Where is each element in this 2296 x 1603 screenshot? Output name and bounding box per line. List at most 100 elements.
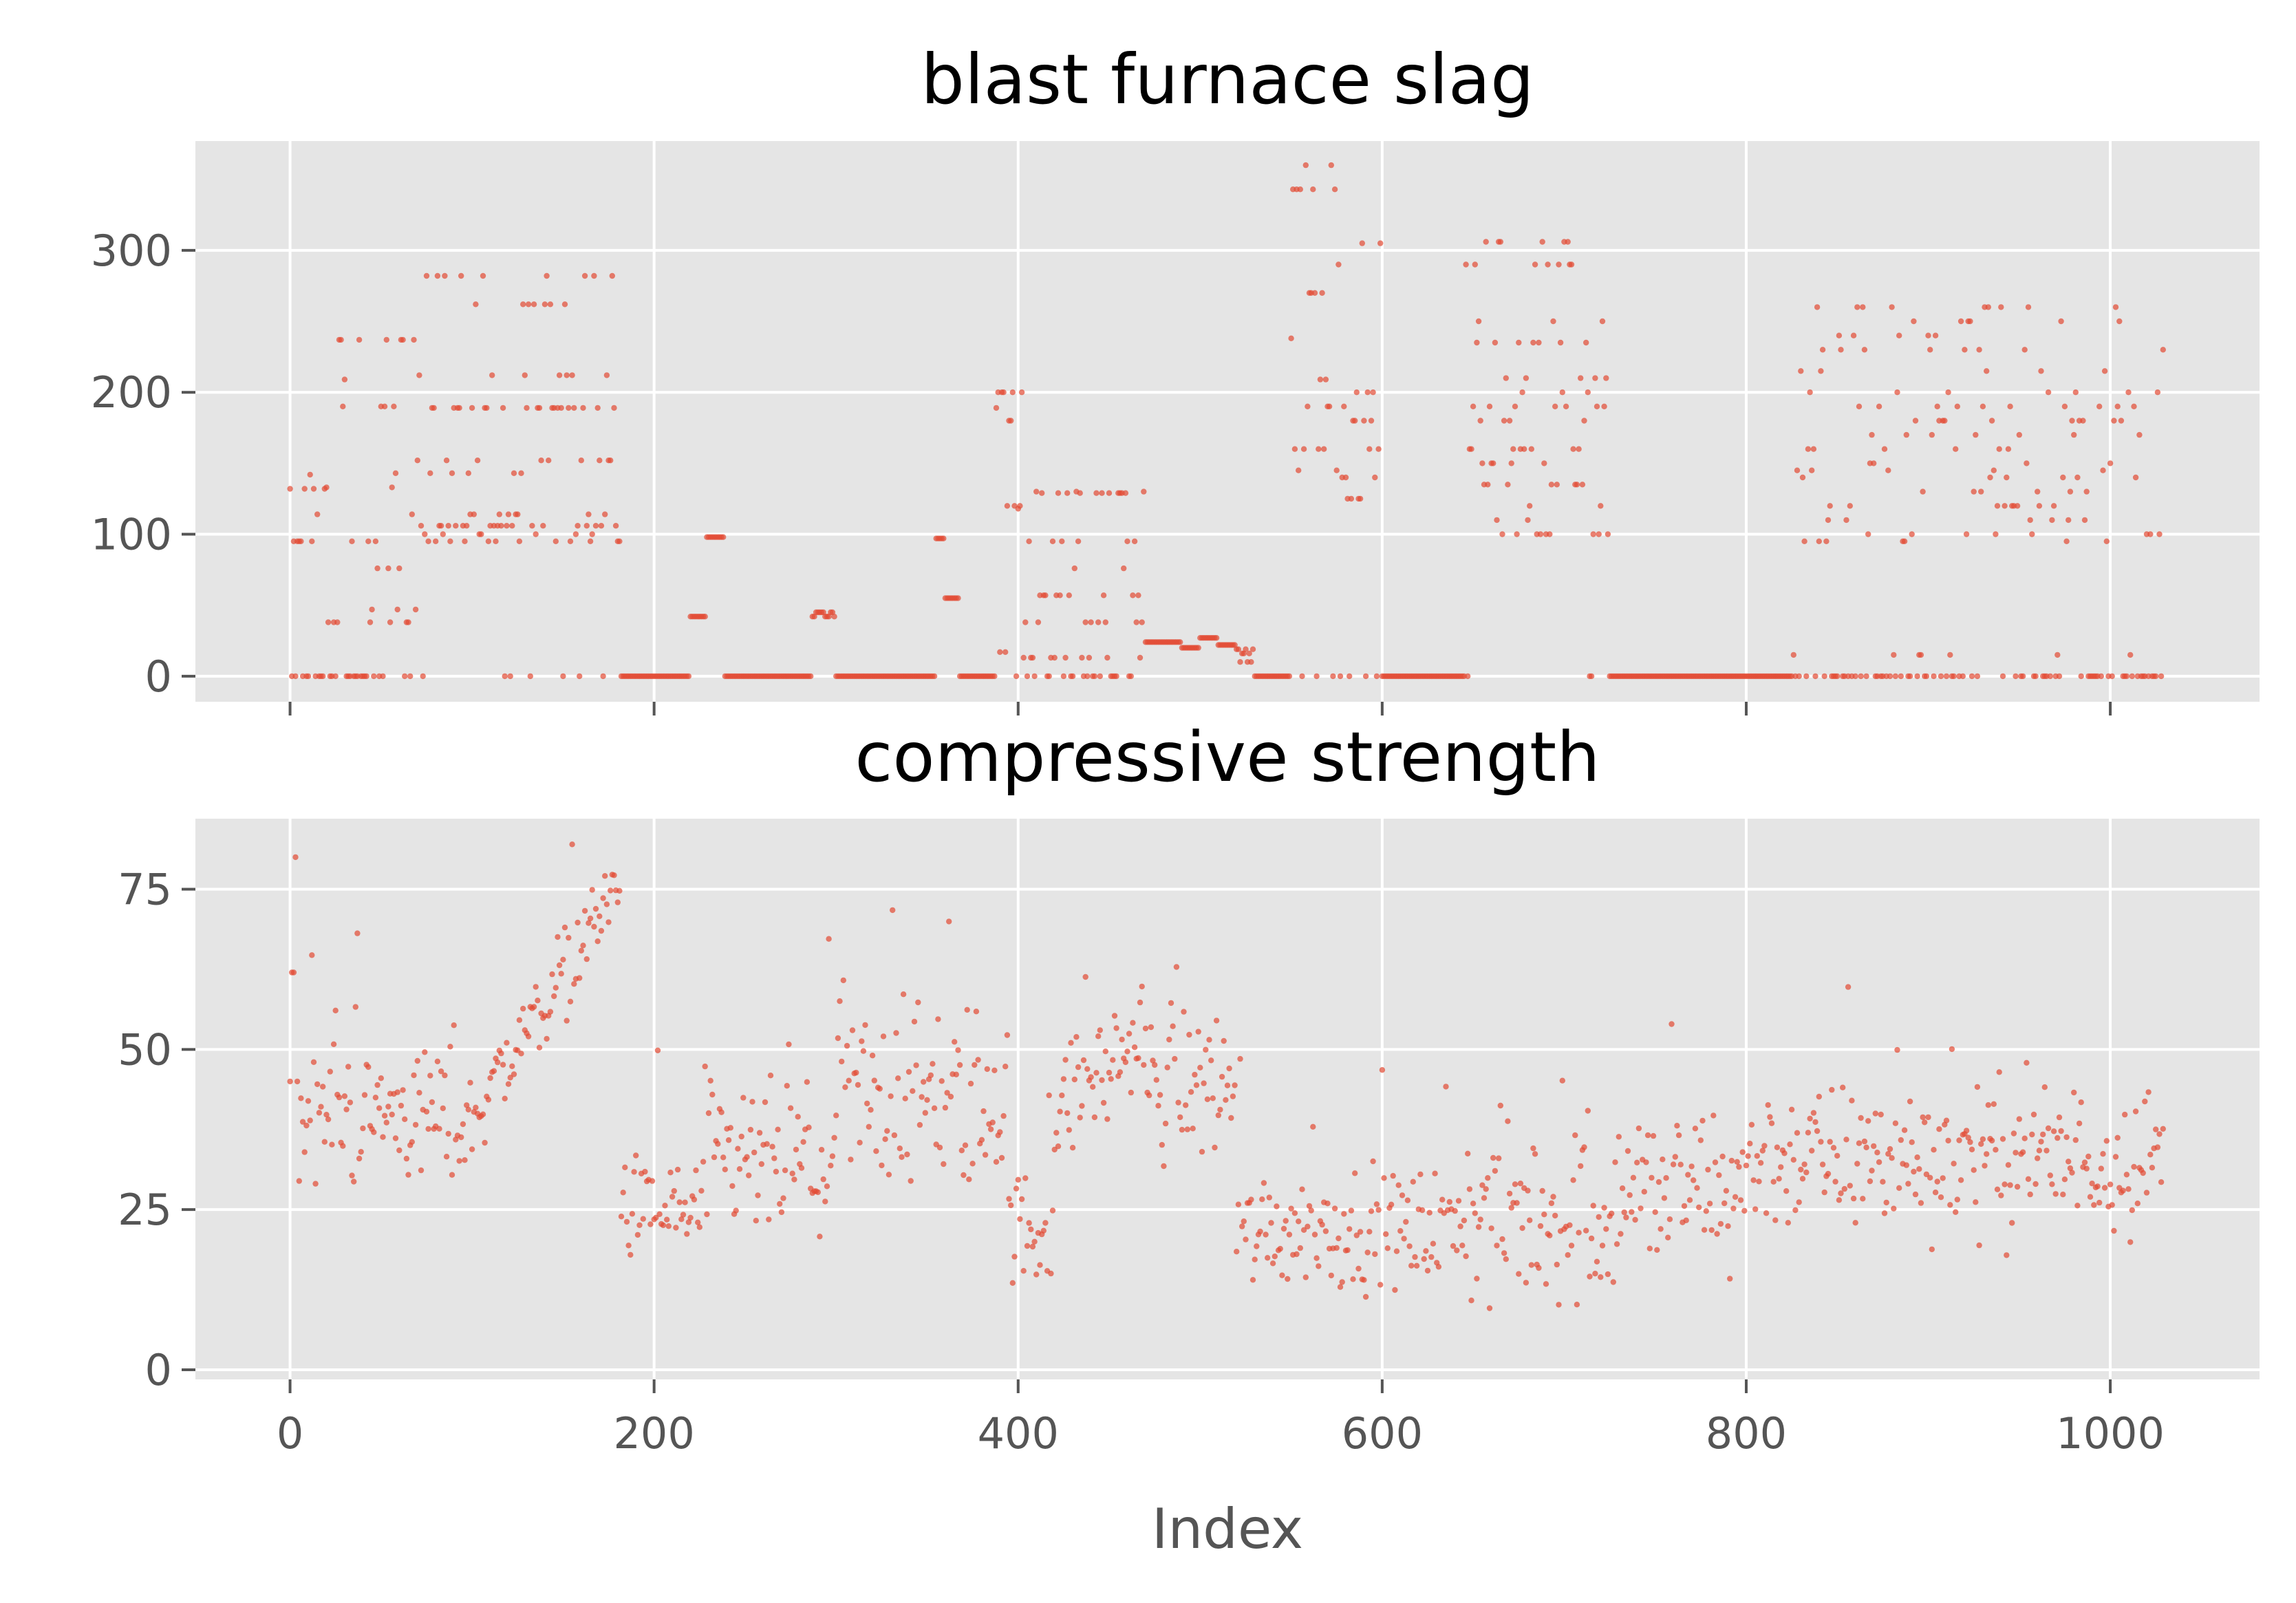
data-point (392, 470, 399, 476)
data-point (2027, 517, 2033, 524)
data-point (1612, 1159, 1618, 1165)
data-point (1957, 318, 1964, 325)
data-point (787, 1105, 794, 1111)
data-point (385, 565, 391, 572)
data-point (2058, 318, 2064, 325)
data-point (1801, 1161, 1807, 1168)
data-point (1616, 1134, 1622, 1140)
data-point (1259, 1196, 1265, 1203)
data-point (1183, 1102, 1189, 1108)
y-tick-label: 100 (91, 510, 172, 560)
data-point (1310, 1123, 1316, 1130)
data-point (720, 1154, 727, 1161)
panel-compressive-strength: 0 25 50 75 0 200 400 600 800 1000 compressive st… (118, 717, 2260, 1561)
data-point (1177, 639, 1183, 645)
data-point (323, 1112, 330, 1118)
data-point (1953, 1209, 1959, 1216)
data-point (372, 538, 379, 544)
data-point (608, 458, 614, 464)
data-point (2029, 1131, 2035, 1138)
data-point (498, 523, 504, 529)
data-point (1479, 460, 1485, 466)
data-point (1093, 1070, 1099, 1076)
data-point (815, 1189, 822, 1196)
data-point (2114, 403, 2121, 409)
data-point (1139, 619, 1145, 625)
x-tick-label: 1000 (2056, 1408, 2165, 1459)
data-point (1388, 1201, 1395, 1208)
data-point (443, 1154, 450, 1160)
data-point (597, 913, 603, 920)
data-point (1794, 467, 1801, 473)
data-point (2158, 1179, 2165, 1185)
data-point (567, 538, 574, 544)
data-point (292, 854, 299, 861)
data-point (371, 673, 377, 680)
data-point (1097, 1027, 1104, 1033)
data-point (735, 1145, 741, 1152)
y-tick-label: 300 (91, 226, 172, 276)
data-point (321, 1139, 328, 1145)
data-point (1381, 1175, 1387, 1181)
data-point (447, 538, 453, 544)
data-point (2058, 1128, 2064, 1134)
data-point (1869, 431, 1875, 438)
data-point (966, 1176, 972, 1183)
data-point (442, 272, 448, 279)
data-point (1135, 1055, 1141, 1062)
data-point (529, 523, 535, 529)
data-point (1860, 1196, 1866, 1202)
data-point (340, 403, 346, 409)
data-point (589, 887, 595, 893)
data-point (458, 272, 464, 279)
data-point (581, 272, 588, 279)
data-point (1296, 1218, 1302, 1225)
data-point (478, 531, 484, 537)
data-point (991, 673, 998, 680)
data-point (1073, 1034, 1080, 1040)
data-point (1461, 1217, 1468, 1224)
data-point (1790, 1156, 1796, 1163)
data-point (793, 1146, 800, 1153)
data-point (1516, 1271, 1522, 1277)
data-point (1697, 1137, 1704, 1143)
data-point (1106, 490, 1113, 496)
data-point (1475, 318, 1482, 325)
data-point (848, 1156, 854, 1163)
data-point (533, 531, 539, 537)
data-point (798, 1165, 805, 1171)
data-point (756, 1130, 763, 1136)
data-point (1827, 1139, 1833, 1145)
data-point (1768, 1120, 1775, 1126)
data-point (2024, 460, 2030, 466)
data-point (958, 1148, 965, 1154)
data-point (691, 1196, 698, 1203)
data-point (1110, 1057, 1116, 1063)
data-point (1911, 1168, 1917, 1175)
data-point (1361, 1277, 1367, 1283)
data-point (1297, 1245, 1304, 1251)
data-point (2029, 531, 2035, 537)
data-point (1465, 1150, 1471, 1157)
data-point (1257, 1228, 1263, 1235)
data-point (1362, 673, 1369, 680)
data-point (700, 1159, 707, 1165)
data-point (1705, 1166, 1711, 1173)
data-point (1623, 1214, 1629, 1220)
data-point (1485, 1175, 1491, 1181)
data-point (416, 372, 422, 378)
data-point (575, 523, 581, 529)
data-point (2089, 1181, 2095, 1187)
data-point (1548, 482, 1555, 488)
data-point (2160, 347, 2166, 353)
data-point (789, 1170, 795, 1176)
data-point (1241, 1218, 1247, 1225)
data-point (1579, 482, 1586, 488)
data-point (1004, 503, 1011, 509)
data-point (387, 619, 394, 625)
data-point (1666, 1216, 1673, 1223)
data-point (451, 1022, 457, 1029)
data-point (2013, 673, 2019, 680)
data-point (1976, 1242, 1982, 1249)
data-point (2154, 389, 2161, 396)
